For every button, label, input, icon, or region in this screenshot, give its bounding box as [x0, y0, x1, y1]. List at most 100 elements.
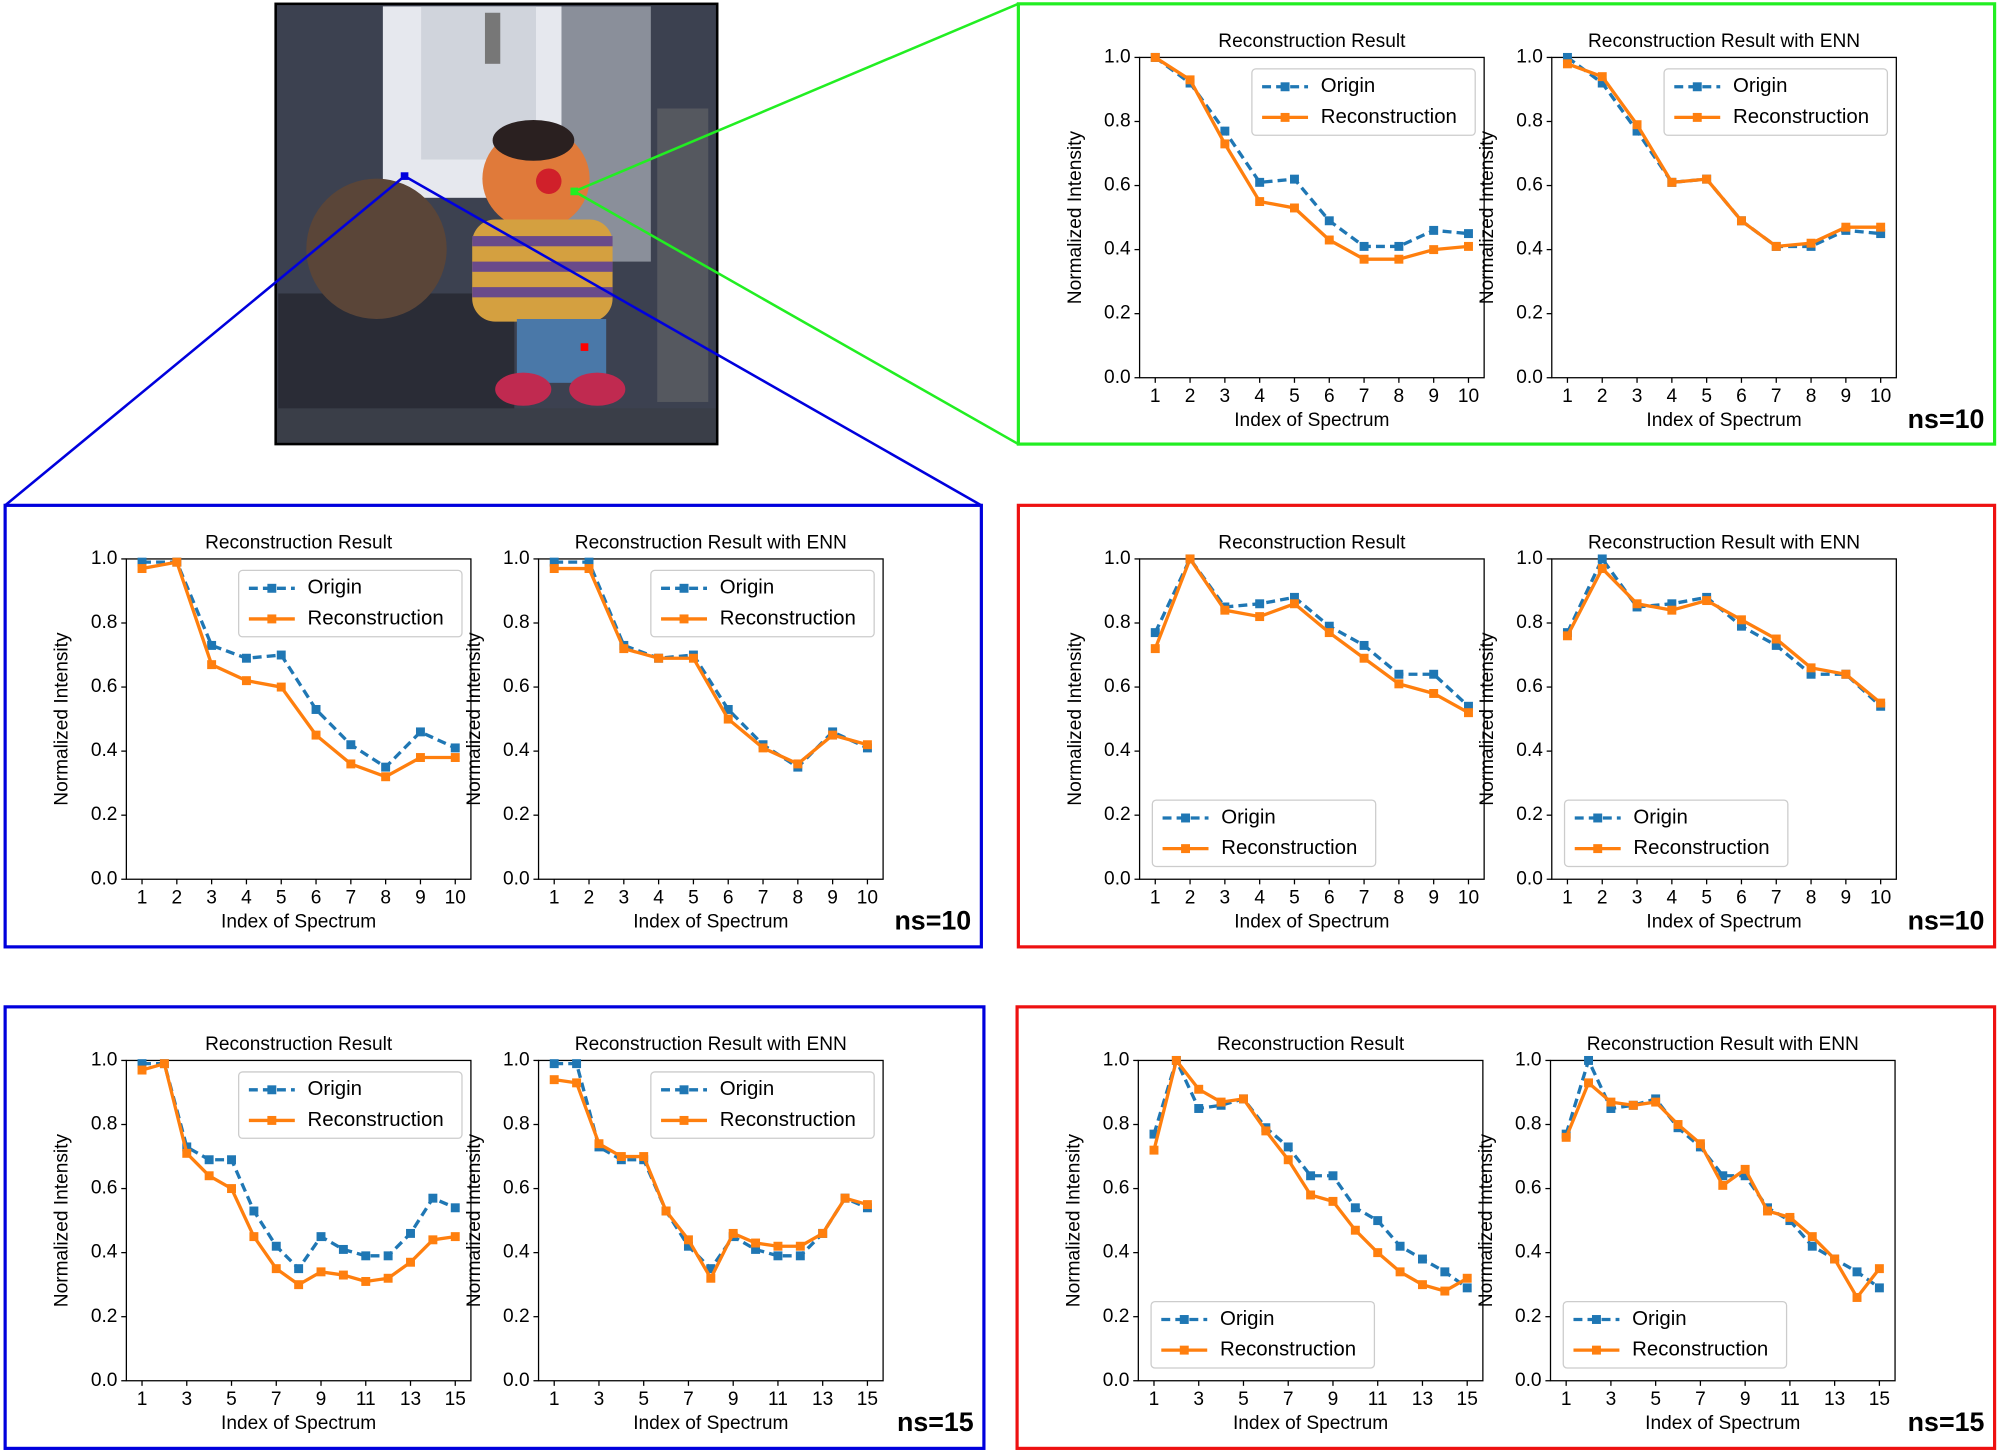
y-tick-label: 1.0 — [503, 548, 530, 569]
y-tick-label: 0.8 — [91, 612, 118, 633]
point — [1194, 1084, 1204, 1094]
point — [1597, 564, 1607, 574]
point — [1806, 669, 1816, 679]
point — [346, 740, 356, 750]
photo-nose — [535, 168, 562, 194]
point — [1359, 653, 1369, 663]
legend-label: Reconstruction — [1321, 106, 1457, 128]
x-tick-label: 3 — [1632, 887, 1643, 908]
point — [1736, 621, 1746, 631]
point — [584, 564, 594, 574]
point — [1429, 669, 1439, 679]
x-tick-label: 10 — [445, 887, 466, 908]
point — [1852, 1267, 1862, 1277]
point — [204, 1171, 214, 1181]
point — [294, 1280, 304, 1290]
point — [383, 1273, 393, 1283]
legend-label: Origin — [308, 577, 362, 599]
x-tick-label: 15 — [857, 1389, 878, 1410]
chart-title: Reconstruction Result — [205, 1034, 393, 1055]
point — [137, 557, 147, 567]
x-tick-label: 10 — [1458, 386, 1479, 407]
point — [1876, 222, 1886, 232]
y-axis-label: Normalized Intensity — [464, 632, 485, 806]
y-tick-label: 1.0 — [91, 1050, 118, 1071]
point — [751, 1238, 761, 1248]
point — [1718, 1171, 1728, 1181]
x-axis-label: Index of Spectrum — [1233, 1413, 1388, 1434]
point — [227, 1184, 236, 1194]
x-tick-label: 1 — [137, 1389, 148, 1410]
x-tick-label: 3 — [1193, 1389, 1204, 1410]
x-tick-label: 5 — [1650, 1389, 1661, 1410]
legend-label: Origin — [1632, 1308, 1686, 1330]
point — [1632, 599, 1642, 609]
point — [1718, 1180, 1728, 1190]
legend-marker — [1280, 112, 1290, 122]
legend-label: Reconstruction — [720, 607, 856, 629]
series-line — [1153, 555, 1470, 715]
point — [1417, 1254, 1427, 1264]
point — [338, 1270, 348, 1280]
point — [549, 1075, 559, 1085]
x-tick-label: 1 — [549, 887, 560, 908]
point — [1395, 1267, 1405, 1277]
x-tick-label: 9 — [1841, 887, 1852, 908]
x-tick-label: 7 — [1695, 1389, 1706, 1410]
point — [1373, 1248, 1383, 1258]
legend-marker — [267, 614, 277, 624]
point — [1667, 177, 1677, 187]
legend-marker — [267, 1085, 277, 1095]
legend-marker — [1181, 844, 1191, 854]
point — [683, 1241, 693, 1251]
point — [1695, 1139, 1705, 1149]
x-tick-label: 1 — [1561, 1389, 1572, 1410]
ns-label: ns=10 — [1908, 404, 1985, 434]
point — [751, 1244, 761, 1254]
point — [1806, 238, 1816, 248]
x-tick-label: 6 — [723, 887, 734, 908]
plot-frame — [1551, 558, 1897, 880]
chart-title: Reconstruction Result with ENN — [1588, 31, 1860, 52]
callout-line — [403, 174, 982, 507]
point — [1171, 1055, 1181, 1065]
point — [1606, 1104, 1616, 1113]
y-tick-label: 0.0 — [91, 868, 118, 889]
point — [276, 650, 286, 660]
callout-line — [573, 2, 1019, 193]
x-tick-label: 1 — [1562, 386, 1573, 407]
photo-stripe — [472, 236, 613, 247]
point — [1290, 174, 1299, 184]
point — [1324, 628, 1334, 638]
legend-label: Origin — [1321, 75, 1375, 97]
y-tick-label: 0.0 — [91, 1370, 118, 1391]
point — [1874, 1264, 1884, 1274]
point — [1150, 52, 1160, 62]
x-tick-label: 4 — [1254, 386, 1265, 407]
callout-line — [4, 175, 406, 507]
y-tick-label: 0.0 — [503, 868, 530, 889]
point — [450, 753, 460, 762]
series-line — [1154, 56, 1469, 249]
y-tick-label: 0.4 — [1515, 1242, 1542, 1263]
point — [338, 1244, 348, 1254]
point — [1150, 644, 1160, 654]
point — [1394, 669, 1404, 679]
point — [1373, 1216, 1383, 1226]
x-tick-label: 5 — [276, 887, 287, 908]
point — [1462, 1273, 1472, 1283]
x-tick-label: 7 — [271, 1389, 282, 1410]
x-tick-label: 3 — [181, 1389, 192, 1410]
series-line — [554, 566, 868, 766]
point — [406, 1228, 415, 1238]
point — [706, 1273, 716, 1283]
ns-label: ns=10 — [1908, 906, 1985, 936]
point — [828, 730, 838, 740]
x-axis-label: Index of Spectrum — [221, 912, 376, 933]
y-tick-label: 1.0 — [503, 1050, 530, 1071]
point — [381, 772, 391, 782]
point — [1283, 1142, 1293, 1152]
legend-marker — [267, 1115, 277, 1125]
